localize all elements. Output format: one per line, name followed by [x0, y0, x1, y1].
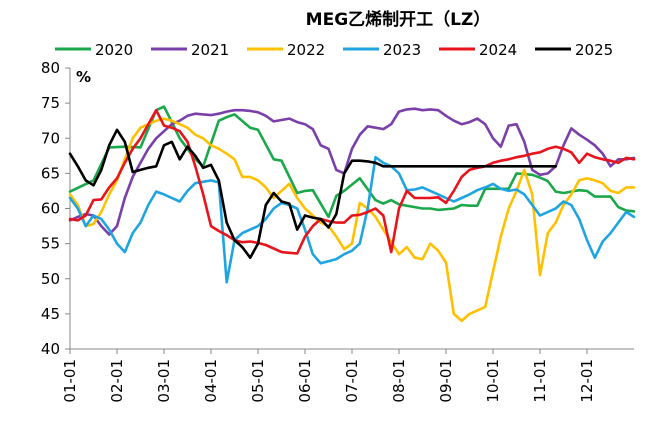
series-layer	[68, 105, 636, 323]
y-tick-label: 60	[41, 200, 60, 218]
y-unit-label: %	[76, 68, 91, 86]
legend-label-2024: 2024	[479, 41, 517, 59]
x-tick-label: 07-01	[343, 359, 361, 403]
series-line-2025	[68, 128, 558, 260]
legend: 2020 2021 2022 2023 2024 2025	[55, 41, 613, 59]
y-tick-label: 75	[41, 94, 60, 112]
y-tick-label: 40	[41, 340, 60, 358]
x-tick-label: 02-01	[108, 359, 126, 403]
series-line-2024	[68, 108, 636, 255]
x-tick-label: 10-01	[484, 359, 502, 403]
legend-label-2025: 2025	[575, 41, 613, 59]
y-tick-label: 50	[41, 270, 60, 288]
x-tick-label: 03-01	[155, 359, 173, 403]
y-tick-label: 80	[41, 59, 60, 77]
legend-label-2020: 2020	[95, 41, 133, 59]
x-tick-label: 11-01	[531, 359, 549, 403]
y-tick-label: 65	[41, 164, 60, 182]
series-line-2022	[68, 117, 636, 323]
legend-label-2022: 2022	[287, 41, 325, 59]
axes: 40 45 50 55 60 65 70 75 80 01-01 02-01 03-01 04-01 05…	[41, 59, 634, 403]
x-tick-label: 06-01	[296, 359, 314, 403]
x-tick-label: 05-01	[249, 359, 267, 403]
x-tick-label: 08-01	[390, 359, 408, 403]
y-tick-label: 45	[41, 305, 60, 323]
legend-label-2021: 2021	[191, 41, 229, 59]
x-tick-label: 04-01	[202, 359, 220, 403]
series-line-2023	[68, 155, 636, 284]
y-tick-label: 70	[41, 129, 60, 147]
x-tick-label: 09-01	[437, 359, 455, 403]
chart-title: MEG乙烯制开工（LZ）	[306, 9, 491, 30]
series-line-2021	[68, 107, 636, 236]
x-tick-label: 01-01	[61, 359, 79, 403]
legend-label-2023: 2023	[383, 41, 421, 59]
x-tick-label: 12-01	[578, 359, 596, 403]
y-tick-label: 55	[41, 235, 60, 253]
